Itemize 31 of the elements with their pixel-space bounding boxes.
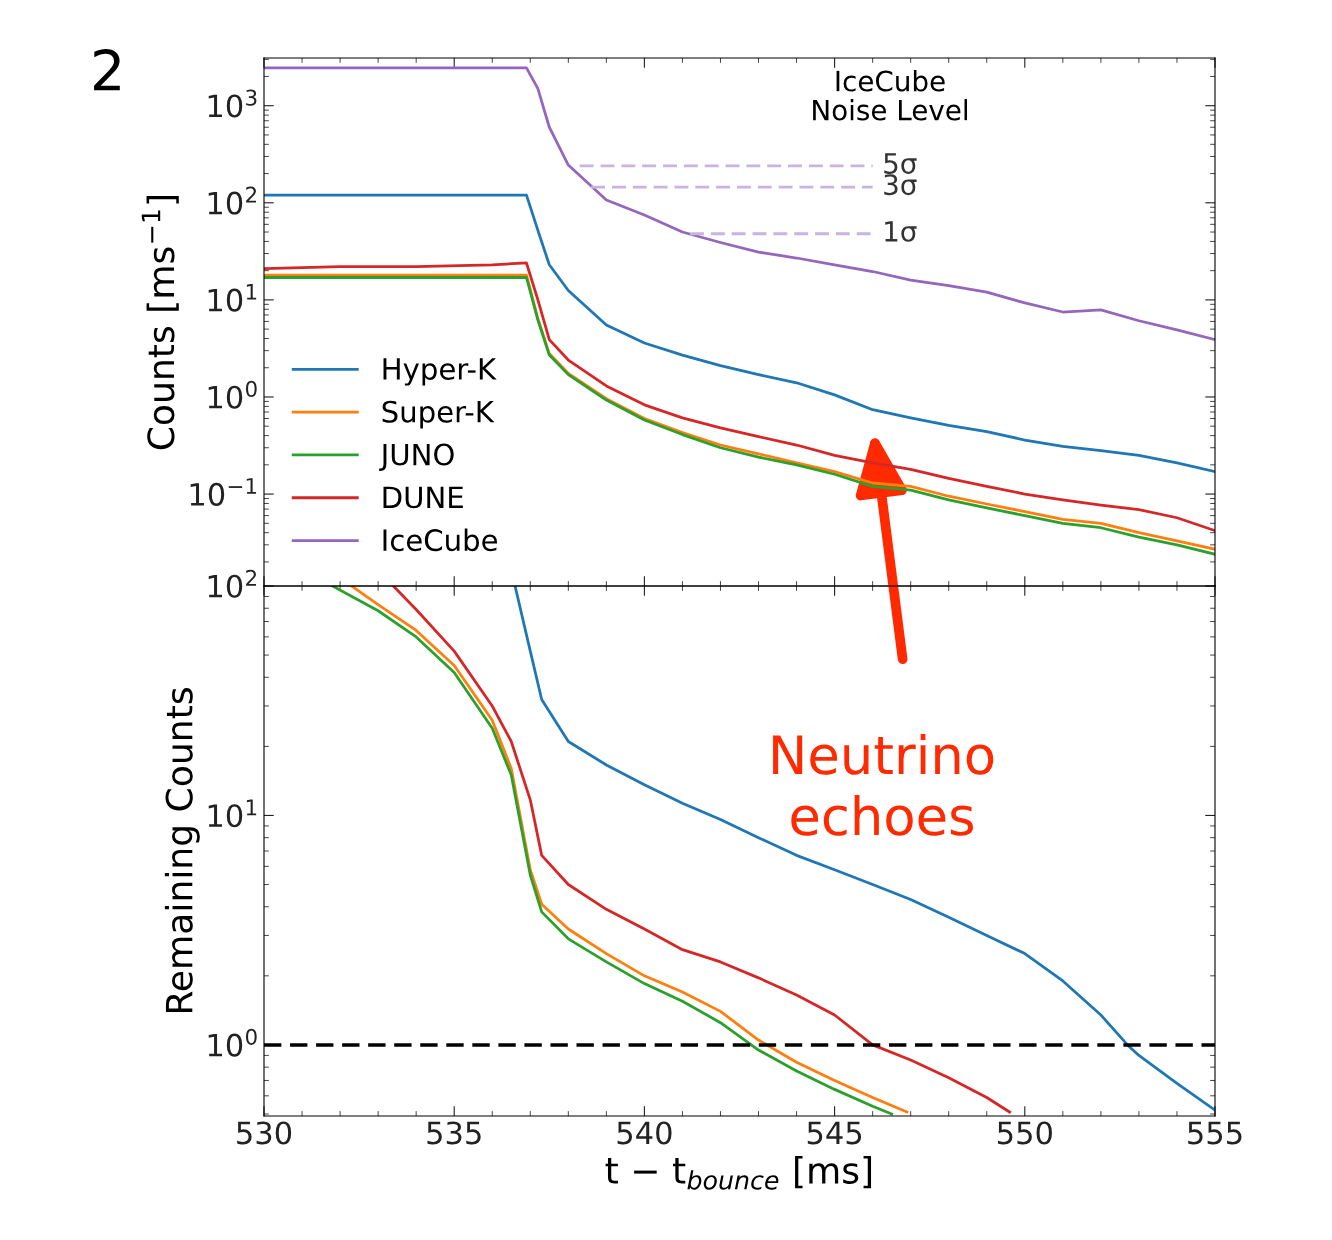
legend-label: Hyper-K [383,358,497,386]
series-label: 1σ [885,221,917,242]
annotation: Neutrino echoes [773,733,994,836]
line-series [264,66,1215,341]
y-tick-label: 10$^{0}$ [208,380,257,409]
line-series [513,586,1215,1112]
y-tick-label: 10$^{1}$ [208,283,257,312]
legend-label: JUNO [379,443,454,471]
y-tick-label: 10$^{2}$ [208,186,256,215]
series-label: 5σ [884,153,917,174]
x-tick-label: 540 [617,1121,672,1145]
y-axis-title: Counts [ms$^{−1}$] [141,196,179,450]
legend-label: DUNE [383,486,463,509]
y-tick-label: 10$^{3}$ [208,89,257,118]
text: 2 [94,49,120,91]
x-tick-label: 555 [1188,1121,1242,1145]
legend-label: Super-K [382,400,495,429]
x-tick-label: 530 [237,1121,292,1145]
y-tick-label: 10$^{0}$ [208,1028,257,1057]
y-tick-label: 10$^{−1}$ [190,478,257,506]
line-series [391,586,1011,1114]
x-tick-label: 535 [427,1121,481,1145]
x-tick-label: 550 [998,1121,1052,1145]
legend-label: IceCube [383,528,498,552]
x-tick-label: 545 [807,1121,862,1145]
y-tick-label: 10$^{1}$ [208,799,257,828]
x-axis-title: t − t$_{bounce}$ [ms] [605,1155,872,1190]
y-axis-title: Remaining Counts [164,688,200,1013]
annotation: IceCube Noise Level [813,70,967,121]
y-tick-label: 10$^{2}$ [208,569,256,598]
series-label: 3σ [884,174,917,196]
